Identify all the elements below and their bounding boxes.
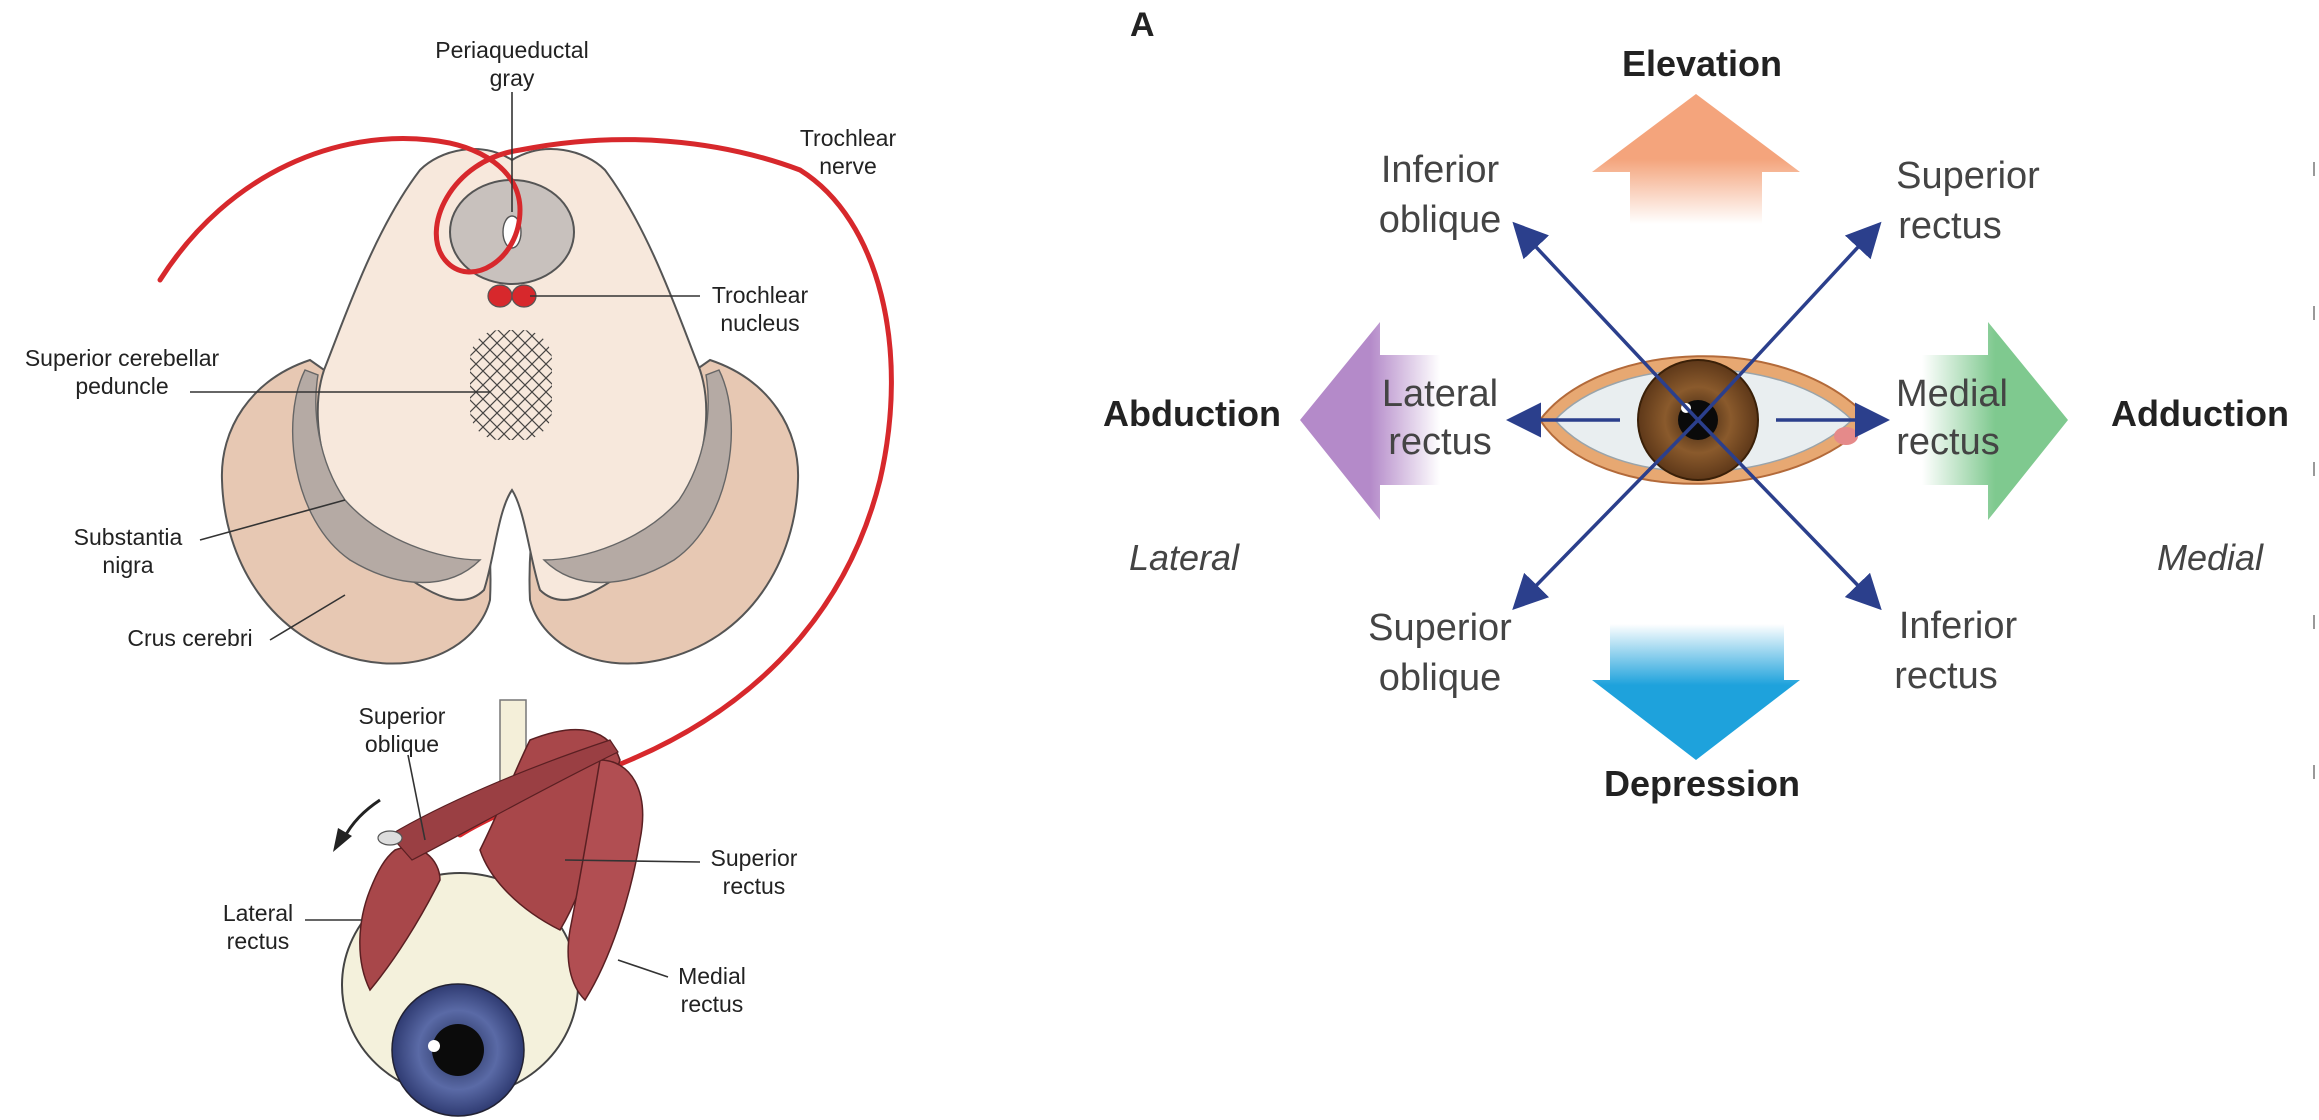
label-periaqueductal-line2: gray: [490, 65, 535, 91]
label-lateral: Lateral: [1129, 537, 1240, 578]
label-inferior-rectus-r-line1: Inferior: [1899, 605, 2018, 647]
label-superior-oblique-r-line2: oblique: [1379, 657, 1502, 699]
substantia-nigra-left: [291, 369, 482, 584]
brainstem-cross-section: [220, 148, 800, 665]
arrow-inferior-oblique: [1512, 221, 1700, 422]
label-lateral-rectus-line2: rectus: [227, 928, 290, 954]
action-arrows: [1506, 221, 1890, 611]
trochlear-nerve-path: [157, 136, 894, 838]
trochlea: [377, 830, 403, 846]
label-scp-line1: Superior cerebellar: [25, 345, 220, 371]
substantia-nigra-right: [542, 369, 733, 584]
label-superior-oblique-r-line1: Superior: [1368, 607, 1512, 649]
label-elevation: Elevation: [1622, 43, 1782, 84]
trochlear-nucleus-left: [487, 284, 513, 308]
label-lateral-rectus-line1: Lateral: [223, 900, 293, 926]
eyeball-with-muscles: [333, 699, 644, 1117]
label-superior-rectus-r-line1: Superior: [1896, 155, 2040, 197]
label-trochlear-nerve-line1: Trochlear: [800, 125, 897, 151]
label-superior-oblique-line1: Superior: [359, 703, 446, 729]
label-inferior-oblique-line2: oblique: [1379, 199, 1502, 241]
label-superior-oblique-line2: oblique: [365, 731, 439, 757]
arrow-superior-rectus: [1696, 221, 1882, 422]
label-substantia-nigra-line1: Substantia: [74, 524, 183, 550]
label-inferior-rectus-r-line2: rectus: [1894, 655, 1997, 697]
label-crus-cerebri: Crus cerebri: [127, 625, 252, 651]
label-trochlear-nerve-line2: nerve: [819, 153, 877, 179]
label-superior-rectus-r-line2: rectus: [1898, 205, 2001, 247]
label-depression: Depression: [1604, 763, 1800, 804]
label-medial-rectus-r-line2: rectus: [1896, 421, 1999, 463]
arrow-inferior-rectus: [1696, 418, 1882, 611]
label-medial: Medial: [2157, 537, 2264, 578]
label-medial-rectus-r-line1: Medial: [1896, 373, 2008, 415]
panel-letter: A: [1130, 6, 1155, 44]
blue-pupil: [432, 1024, 484, 1076]
abduction-arrow: [1300, 322, 1440, 520]
rotation-arrow-head: [333, 828, 352, 852]
label-superior-rectus-line1: Superior: [711, 845, 798, 871]
medial-rectus-muscle: [567, 759, 644, 1002]
superior-oblique-muscle: [389, 739, 619, 861]
label-scp-line2: peduncle: [75, 373, 168, 399]
label-medial-rectus-line2: rectus: [681, 991, 744, 1017]
lateral-rectus-muscle: [359, 846, 441, 992]
depression-arrow: [1592, 624, 1800, 760]
label-adduction: Adduction: [2111, 393, 2289, 434]
superior-cerebellar-peduncle-decussation: [470, 330, 552, 440]
label-substantia-nigra-line2: nigra: [102, 552, 153, 578]
right-labels: Elevation Depression Abduction Adduction…: [1103, 43, 2289, 804]
arrow-superior-oblique: [1512, 418, 1700, 611]
label-lateral-rectus-r-line1: Lateral: [1382, 373, 1498, 415]
label-inferior-oblique-line1: Inferior: [1381, 149, 1500, 191]
label-trochlear-nucleus-line1: Trochlear: [712, 282, 809, 308]
label-lateral-rectus-r-line2: rectus: [1388, 421, 1491, 463]
label-trochlear-nucleus-line2: nucleus: [720, 310, 799, 336]
left-labels: Periaqueductal gray Trochlear nerve Troc…: [25, 37, 897, 1017]
adduction-arrow: [1922, 322, 2068, 520]
label-periaqueductal-line1: Periaqueductal: [435, 37, 588, 63]
label-abduction: Abduction: [1103, 393, 1281, 434]
blue-pupil-highlight: [428, 1040, 440, 1052]
elevation-arrow: [1592, 94, 1800, 224]
rotation-arrow: [341, 798, 381, 841]
label-superior-rectus-line2: rectus: [723, 873, 786, 899]
eye-caruncle: [1834, 427, 1858, 445]
left-leader-lines: [190, 92, 701, 978]
label-medial-rectus-line1: Medial: [678, 963, 746, 989]
